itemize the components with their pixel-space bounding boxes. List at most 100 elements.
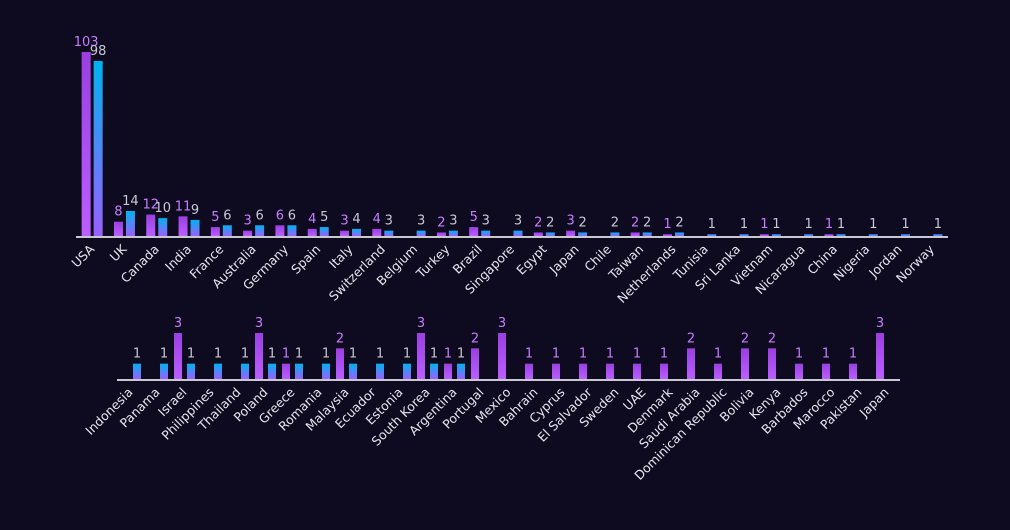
bar-series-a: [307, 228, 317, 236]
data-label: 3: [255, 316, 263, 331]
bar-series-a: [243, 230, 253, 236]
data-label: 5: [211, 210, 219, 225]
bar-series-b: [349, 363, 357, 379]
bar-series-b: [901, 234, 911, 236]
data-label: 5: [320, 210, 328, 225]
data-label: 1: [849, 347, 857, 362]
data-label: 1: [376, 347, 384, 362]
bar-series-a: [146, 214, 156, 236]
data-label: 6: [223, 208, 231, 223]
bar-series-b: [457, 363, 465, 379]
data-label: 103: [74, 35, 99, 50]
data-label: 1: [633, 347, 641, 362]
bar-series-b: [319, 227, 329, 236]
x-tick-label: Spain: [288, 242, 323, 277]
data-label: 1: [825, 217, 833, 232]
bar-series-b: [448, 230, 458, 236]
data-label: 3: [566, 214, 574, 229]
bar-series-b: [578, 232, 588, 236]
data-label: 3: [417, 214, 425, 229]
bar-series-b: [376, 363, 384, 379]
data-label: 1: [901, 217, 909, 232]
data-label: 1: [241, 347, 249, 362]
data-label: 1: [714, 347, 722, 362]
bar-series-b: [187, 363, 195, 379]
bar-series-a: [174, 333, 182, 379]
bar-series-b: [868, 234, 878, 236]
bar-series-a: [566, 230, 576, 236]
bar-series-a: [471, 348, 479, 379]
x-tick-label: Nigeria: [830, 242, 872, 284]
bar-series-b: [642, 232, 652, 236]
data-label: 3: [449, 214, 457, 229]
data-label: 14: [122, 194, 139, 209]
data-label: 98: [90, 44, 107, 59]
bar-series-a: [469, 227, 479, 236]
data-label: 1: [795, 347, 803, 362]
data-label: 1: [708, 217, 716, 232]
data-label: 1: [837, 217, 845, 232]
bar-series-a: [849, 363, 857, 379]
bottom-chart-panel: 1Indonesia1Panama31Israel1Philippines1Th…: [82, 316, 900, 483]
data-label: 1: [444, 347, 452, 362]
bar-series-b: [739, 234, 749, 236]
bar-series-b: [481, 230, 491, 236]
data-label: 3: [482, 214, 490, 229]
data-label: 3: [174, 316, 182, 331]
bar-series-a: [662, 234, 672, 236]
bar-series-a: [275, 225, 285, 236]
data-label: 3: [876, 316, 884, 331]
bar-series-b: [836, 234, 846, 236]
data-label: 8: [114, 205, 122, 220]
data-label: 1: [660, 347, 668, 362]
data-label: 2: [741, 331, 749, 346]
bar-series-a: [282, 363, 290, 379]
data-label: 1: [760, 217, 768, 232]
bar-series-a: [81, 52, 91, 236]
data-label: 1: [214, 347, 222, 362]
data-label: 6: [255, 208, 263, 223]
data-label: 2: [675, 215, 683, 230]
x-tick-label: Japan: [546, 242, 582, 278]
bar-series-a: [336, 348, 344, 379]
data-label: 1: [525, 347, 533, 362]
data-label: 1: [187, 347, 195, 362]
x-tick-label: USA: [68, 241, 97, 270]
data-label: 6: [276, 208, 284, 223]
data-label: 4: [373, 212, 381, 227]
x-tick-label: UK: [107, 241, 130, 264]
bar-series-a: [552, 363, 560, 379]
data-label: 2: [578, 215, 586, 230]
bar-series-a: [533, 232, 543, 236]
bar-series-b: [222, 225, 232, 236]
bar-series-b: [160, 363, 168, 379]
data-label: 1: [403, 347, 411, 362]
bar-series-b: [268, 363, 276, 379]
bar-series-a: [436, 232, 446, 236]
bar-series-a: [417, 333, 425, 379]
data-label: 2: [437, 215, 445, 230]
bar-series-a: [210, 227, 220, 236]
x-tick-label: Turkey: [412, 241, 453, 282]
bar-series-b: [384, 230, 394, 236]
bar-series-b: [255, 225, 265, 236]
bar-series-a: [178, 216, 188, 236]
bar-series-b: [707, 234, 717, 236]
data-label: 2: [471, 331, 479, 346]
data-label: 2: [534, 215, 542, 230]
bar-series-b: [674, 232, 684, 236]
data-label: 3: [498, 316, 506, 331]
data-label: 1: [322, 347, 330, 362]
data-label: 3: [340, 214, 348, 229]
data-label: 1: [295, 347, 303, 362]
bar-series-b: [610, 232, 620, 236]
bar-series-b: [125, 210, 135, 236]
data-label: 12: [142, 198, 159, 213]
data-label: 5: [470, 210, 478, 225]
bar-series-a: [633, 363, 641, 379]
data-label: 9: [191, 203, 199, 218]
data-label: 1: [772, 217, 780, 232]
bar-series-b: [241, 363, 249, 379]
